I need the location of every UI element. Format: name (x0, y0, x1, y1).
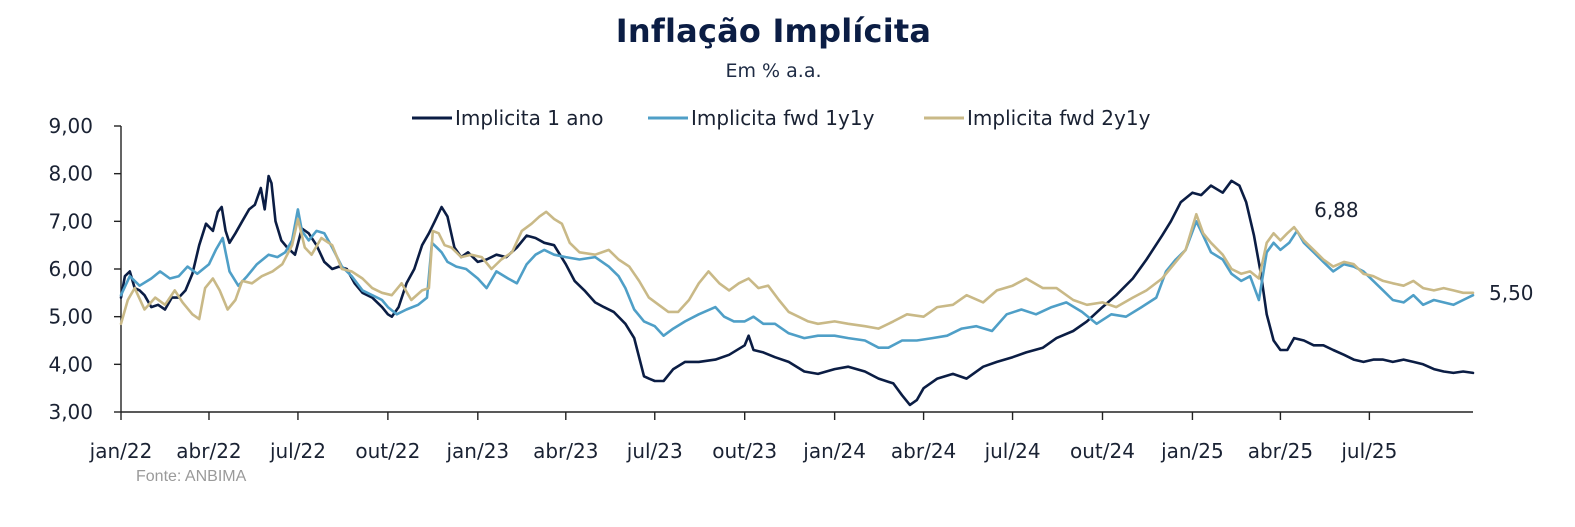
chart-annotations: 6,88 5,50 (1314, 198, 1533, 305)
x-tick-label: jan/24 (802, 439, 866, 463)
y-tick-label: 4,00 (48, 352, 93, 376)
data-label: 5,50 (1489, 281, 1534, 305)
x-tick-label: out/24 (1070, 439, 1135, 463)
x-tick-label: jan/22 (89, 439, 153, 463)
y-tick-label: 6,00 (48, 257, 93, 281)
y-tick-label: 3,00 (48, 400, 93, 424)
series-line-3 (119, 210, 1475, 330)
legend-label: Implicita 1 ano (455, 106, 603, 130)
x-tick-label: jul/25 (1340, 439, 1397, 463)
x-tick-label: jul/24 (984, 439, 1041, 463)
y-tick-label: 5,00 (48, 305, 93, 329)
x-tick-label: abr/22 (176, 439, 241, 463)
x-tick-label: jan/23 (445, 439, 509, 463)
y-tick-label: 8,00 (48, 162, 93, 186)
series-line-1 (119, 174, 1475, 407)
chart-title: Inflação Implícita (615, 12, 932, 50)
x-tick-label: jul/23 (626, 439, 683, 463)
y-tick-label: 7,00 (48, 209, 93, 233)
x-tick-label: out/22 (355, 439, 420, 463)
x-tick-label: abr/25 (1248, 439, 1313, 463)
legend-label: Implicita fwd 2y1y (967, 106, 1151, 130)
data-label: 6,88 (1314, 198, 1359, 222)
x-tick-label: abr/23 (533, 439, 598, 463)
x-tick-label: abr/24 (891, 439, 956, 463)
x-tick-label: out/23 (712, 439, 777, 463)
chart-axes: 3,00 4,00 5,00 6,00 7,00 8,00 9,00 jan/22 abr/22… (48, 114, 1473, 463)
chart-series (119, 174, 1475, 407)
series-line-2 (119, 208, 1475, 349)
chart-legend: Implicita 1 ano Implicita fwd 1y1y Implici… (412, 106, 1151, 130)
chart-subtitle: Em % a.a. (725, 60, 822, 82)
x-tick-label: jul/22 (269, 439, 326, 463)
legend-label: Implicita fwd 1y1y (691, 106, 875, 130)
source-note: Fonte: ANBIMA (136, 468, 247, 485)
y-tick-label: 9,00 (48, 114, 93, 138)
x-tick-label: jan/25 (1160, 439, 1224, 463)
